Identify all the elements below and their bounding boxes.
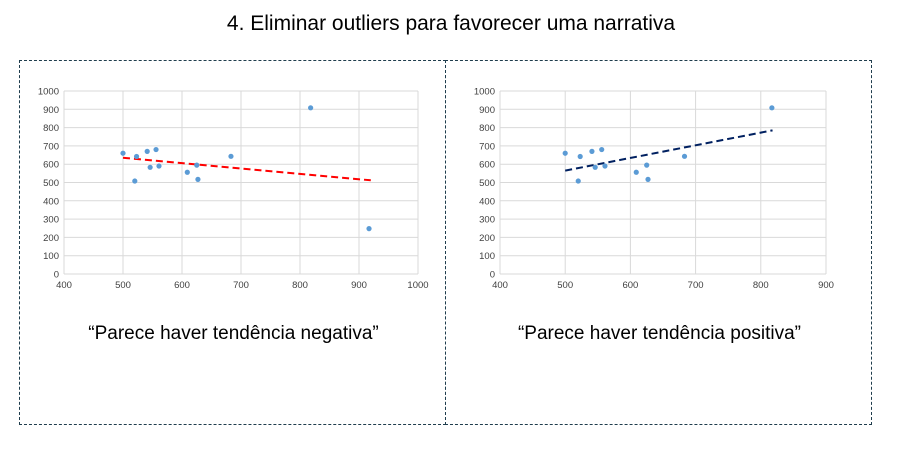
data-point bbox=[577, 153, 583, 160]
y-tick-label: 700 bbox=[43, 141, 59, 152]
y-tick-label: 300 bbox=[43, 215, 59, 226]
x-tick-label: 900 bbox=[351, 280, 367, 291]
data-point bbox=[153, 146, 159, 153]
data-point bbox=[633, 169, 639, 175]
y-tick-label: 1000 bbox=[38, 87, 59, 98]
data-point bbox=[562, 150, 568, 156]
y-tick-label: 0 bbox=[54, 270, 59, 281]
y-tick-label: 500 bbox=[43, 178, 59, 189]
x-tick-label: 400 bbox=[492, 280, 508, 291]
trendline bbox=[122, 156, 371, 182]
data-point bbox=[644, 162, 650, 168]
x-tick-label: 1000 bbox=[407, 280, 428, 291]
data-point bbox=[147, 164, 153, 170]
y-tick-label: 800 bbox=[479, 123, 495, 134]
left-scatter-chart: 0 100 200 300 400 500 600 700 800 900 1000 400 500 60… bbox=[38, 87, 429, 292]
y-tick-label: 200 bbox=[479, 233, 495, 244]
y-tick-label: 700 bbox=[479, 141, 495, 152]
y-tick-label: 300 bbox=[479, 215, 495, 226]
x-tick-label: 800 bbox=[753, 280, 769, 291]
data-point bbox=[575, 178, 581, 184]
data-point bbox=[681, 153, 688, 159]
right-caption: “Parece haver tendência positiva” bbox=[517, 323, 802, 344]
y-tick-label: 400 bbox=[479, 196, 495, 207]
x-tick-label: 700 bbox=[688, 280, 704, 291]
x-tick-label: 500 bbox=[115, 280, 131, 291]
data-point bbox=[133, 153, 140, 160]
y-tick-label: 600 bbox=[43, 160, 59, 171]
x-tick-label: 500 bbox=[557, 280, 573, 291]
y-tick-label: 800 bbox=[43, 123, 59, 134]
data-point bbox=[599, 146, 605, 153]
data-point bbox=[308, 105, 314, 111]
data-point bbox=[194, 162, 200, 168]
x-tick-label: 700 bbox=[233, 280, 249, 291]
x-tick-label: 600 bbox=[622, 280, 638, 291]
trendline bbox=[565, 129, 773, 172]
y-tick-label: 100 bbox=[479, 251, 495, 262]
left-caption: “Parece haver tendência negativa” bbox=[88, 323, 379, 344]
x-tick-label: 600 bbox=[174, 280, 190, 291]
y-tick-label: 0 bbox=[490, 270, 495, 281]
data-point bbox=[589, 148, 595, 154]
data-point bbox=[366, 226, 372, 232]
y-tick-label: 1000 bbox=[474, 87, 495, 98]
y-tick-label: 900 bbox=[43, 105, 59, 116]
right-panel: 0 100 200 300 400 500 600 700 800 900 1000 400 500 60… bbox=[445, 60, 872, 425]
data-point bbox=[769, 105, 775, 111]
data-point bbox=[156, 163, 162, 169]
data-point bbox=[195, 176, 201, 182]
y-tick-label: 500 bbox=[479, 178, 495, 189]
x-tick-label: 900 bbox=[818, 280, 834, 291]
data-point bbox=[132, 178, 138, 184]
data-point bbox=[645, 176, 651, 182]
data-point bbox=[592, 164, 598, 170]
data-point bbox=[120, 150, 126, 156]
right-scatter-chart: 0 100 200 300 400 500 600 700 800 900 1000 400 500 60… bbox=[474, 87, 834, 292]
left-panel: 0 100 200 300 400 500 600 700 800 900 1000 400 500 60… bbox=[19, 60, 446, 425]
data-point bbox=[228, 153, 234, 159]
y-tick-label: 200 bbox=[43, 233, 59, 244]
data-point bbox=[184, 169, 190, 175]
x-tick-label: 800 bbox=[292, 280, 308, 291]
y-tick-label: 600 bbox=[479, 160, 495, 171]
y-tick-label: 100 bbox=[43, 251, 59, 262]
y-tick-label: 900 bbox=[479, 105, 495, 116]
x-tick-label: 400 bbox=[56, 280, 72, 291]
data-point bbox=[602, 163, 608, 169]
data-point bbox=[144, 148, 150, 154]
slide-title: 4. Eliminar outliers para favorecer uma … bbox=[226, 12, 676, 35]
y-tick-label: 400 bbox=[43, 196, 59, 207]
